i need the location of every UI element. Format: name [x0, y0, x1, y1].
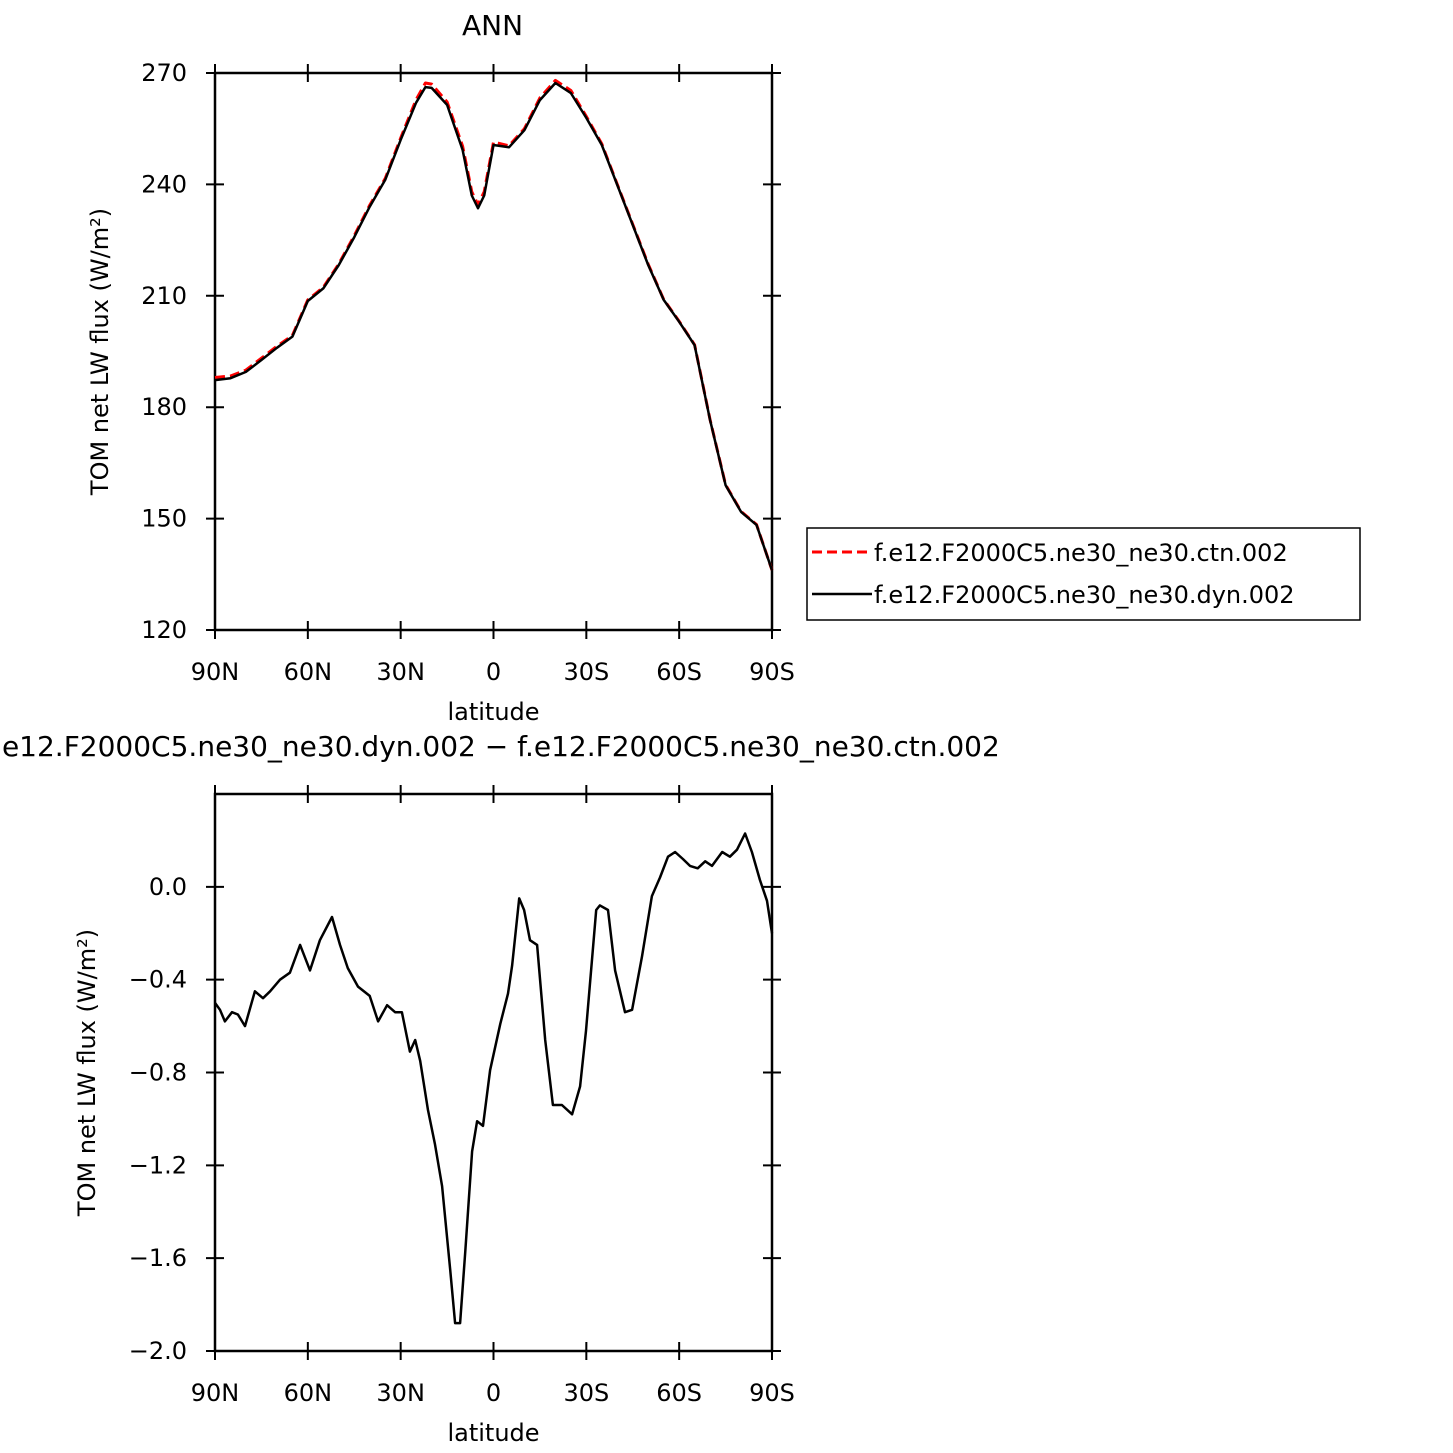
chart-title: ANN	[462, 9, 523, 42]
x-tick-label: 90N	[191, 1379, 240, 1407]
x-tick-label: 60N	[284, 658, 333, 686]
legend-box	[806, 527, 1361, 621]
y-tick-label: 210	[141, 282, 187, 310]
legend-label: f.e12.F2000C5.ne30_ne30.ctn.002	[874, 539, 1288, 567]
x-tick-label: 30S	[563, 1379, 609, 1407]
y-axis-label: TOM net LW flux (W/m²)	[86, 208, 114, 496]
y-tick-label: 270	[141, 59, 187, 87]
y-tick-label: 120	[141, 616, 187, 644]
y-tick-label: 150	[141, 505, 187, 533]
x-tick-label: 60S	[656, 658, 702, 686]
data-line	[213, 832, 774, 1325]
data-line	[214, 81, 774, 571]
y-tick-label: −1.2	[129, 1151, 187, 1179]
x-tick-label: 60N	[284, 1379, 333, 1407]
x-tick-label: 90S	[749, 658, 795, 686]
chart-title: f.e12.F2000C5.ne30_ne30.dyn.002 − f.e12.…	[0, 730, 1000, 763]
y-tick-label: −0.8	[129, 1059, 187, 1087]
y-tick-label: −1.6	[129, 1244, 187, 1272]
y-axis-label: TOM net LW flux (W/m²)	[73, 929, 101, 1217]
x-axis-label: latitude	[447, 1419, 539, 1447]
x-tick-label: 0	[486, 1379, 501, 1407]
x-tick-label: 30S	[563, 658, 609, 686]
x-tick-label: 30N	[376, 658, 425, 686]
x-tick-label: 60S	[656, 1379, 702, 1407]
y-tick-label: 240	[141, 170, 187, 198]
y-tick-label: −2.0	[129, 1337, 187, 1365]
x-tick-label: 0	[486, 658, 501, 686]
y-tick-label: 180	[141, 393, 187, 421]
plot-frame	[213, 792, 774, 1353]
x-tick-label: 90S	[749, 1379, 795, 1407]
plot-frame	[213, 71, 774, 632]
x-tick-label: 90N	[191, 658, 240, 686]
x-tick-label: 30N	[376, 1379, 425, 1407]
legend-label: f.e12.F2000C5.ne30_ne30.dyn.002	[874, 581, 1295, 609]
x-axis-label: latitude	[447, 698, 539, 726]
y-tick-label: 0.0	[149, 873, 187, 901]
y-tick-label: −0.4	[129, 966, 187, 994]
